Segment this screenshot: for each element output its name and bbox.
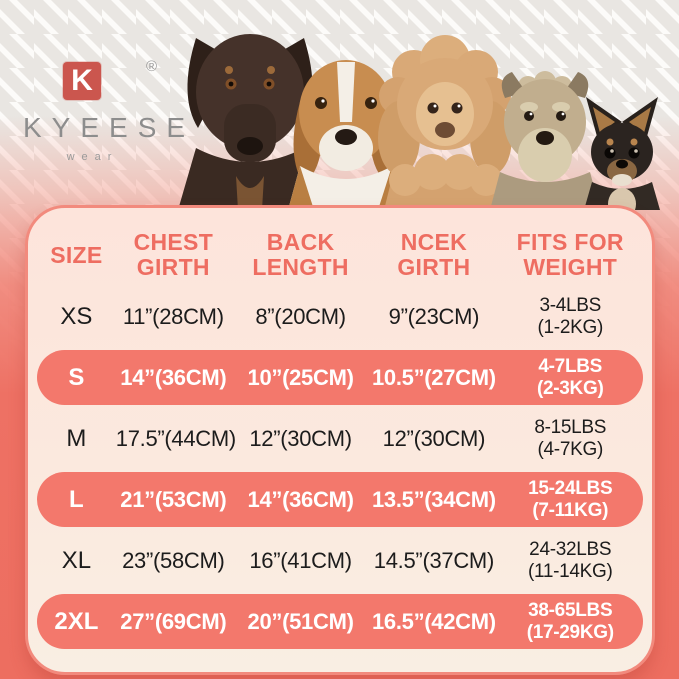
table-row-xs: XS 11”(28CM) 8”(20CM) 9”(23CM) 3-4LBS (1… (37, 286, 643, 347)
cell-chest-girth: 23”(58CM) (122, 547, 225, 573)
cell-back-length: 20”(51CM) (247, 608, 354, 634)
cell-neck-girth: 16.5”(42CM) (371, 608, 496, 634)
dog-doberman-illustration (178, 34, 322, 210)
cell-back-length: 12”(30CM) (249, 425, 352, 451)
cell-chest-girth: 14”(36CM) (120, 364, 227, 390)
cell-chest-girth: 21”(53CM) (120, 486, 227, 512)
cell-chest-girth: 27”(69CM) (120, 608, 227, 634)
cell-size: M (66, 424, 87, 452)
cell-size: XL (61, 546, 92, 574)
cell-weight: 4-7LBS (2-3KG) (536, 355, 604, 399)
table-row-s: S 14”(36CM) 10”(25CM) 10.5”(27CM) 4-7LBS… (37, 350, 643, 405)
cell-neck-girth: 9”(23CM) (388, 303, 480, 329)
cell-back-length: 10”(25CM) (247, 364, 354, 390)
table-row-l: L 21”(53CM) 14”(36CM) 13.5”(34CM) 15-24L… (37, 472, 643, 527)
cell-neck-girth: 13.5”(34CM) (371, 486, 496, 512)
dog-poodle-illustration (378, 35, 512, 210)
header-fits-for-weight: FITS FOR WEIGHT (516, 229, 624, 280)
brand-logo-mark: K (63, 62, 101, 100)
cell-size: 2XL (54, 607, 99, 635)
cell-weight: 15-24LBS (7-11KG) (528, 477, 613, 521)
cell-neck-girth: 12”(30CM) (382, 425, 486, 451)
header-size-label: SIZE (50, 241, 103, 268)
size-chart-card: SIZE CHEST GIRTH BACK LENGTH NCEK GIRTH … (25, 205, 655, 675)
cell-weight: 38-65LBS (17-29KG) (526, 599, 614, 643)
brand-name: KYEESE (23, 112, 196, 143)
dog-schnauzer-illustration (490, 71, 600, 210)
cell-chest-girth: 11”(28CM) (122, 303, 224, 329)
header-size: SIZE (37, 241, 116, 268)
header-back-length: BACK LENGTH (252, 229, 349, 280)
cell-neck-girth: 10.5”(27CM) (371, 364, 496, 390)
brand-logo-row: K ® (13, 58, 165, 100)
header-chest-girth: CHEST GIRTH (133, 229, 214, 280)
cell-back-length: 14”(36CM) (247, 486, 354, 512)
dog-chihuahua-illustration (584, 97, 660, 210)
cell-chest-girth: 17.5”(44CM) (115, 425, 236, 451)
cell-size: S (68, 363, 85, 391)
cell-neck-girth: 14.5”(37CM) (373, 547, 494, 573)
cell-back-length: 8”(20CM) (255, 303, 346, 329)
header-neck-girth: NCEK GIRTH (397, 229, 471, 280)
table-row-2xl: 2XL 27”(69CM) 20”(51CM) 16.5”(42CM) 38-6… (37, 594, 643, 649)
table-row-xl: XL 23”(58CM) 16”(41CM) 14.5”(37CM) 24-32… (37, 530, 643, 591)
brand-logo: K ® KYEESE wear (13, 58, 196, 163)
brand-logo-letter: K (71, 64, 93, 97)
cell-back-length: 16”(41CM) (249, 547, 352, 573)
cell-size: XS (60, 302, 93, 330)
dogs-photo-banner (178, 34, 660, 210)
table-header-row: SIZE CHEST GIRTH BACK LENGTH NCEK GIRTH … (37, 224, 643, 286)
cell-weight: 8-15LBS (4-7KG) (534, 416, 607, 460)
brand-tagline: wear (66, 151, 119, 163)
cell-size: L (69, 485, 84, 513)
cell-weight: 24-32LBS (11-14KG) (527, 538, 613, 582)
registered-trademark-symbol: ® (145, 58, 157, 75)
cell-weight: 3-4LBS (1-2KG) (537, 294, 604, 338)
table-row-m: M 17.5”(44CM) 12”(30CM) 12”(30CM) 8-15LB… (37, 408, 643, 469)
